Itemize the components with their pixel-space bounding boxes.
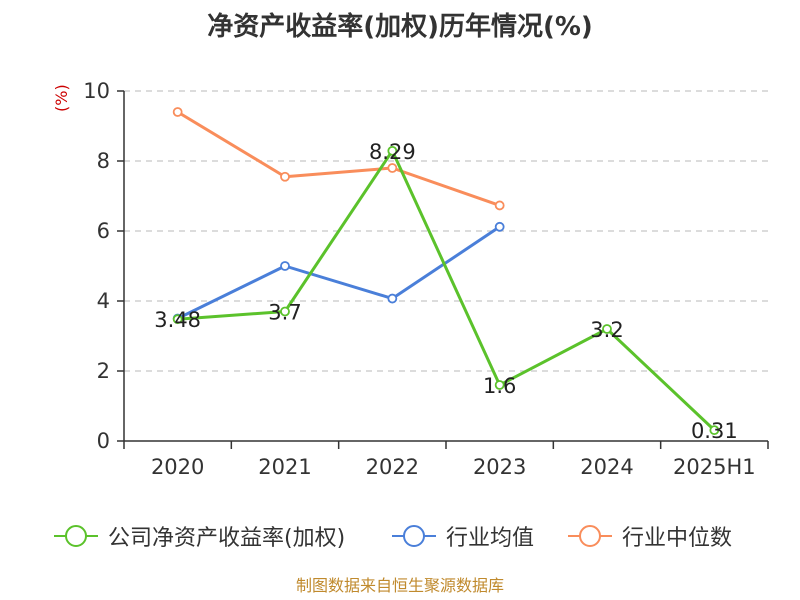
series-line-0 [177, 149, 716, 432]
legend-company-marker [65, 525, 87, 547]
series-point-1 [387, 293, 398, 304]
series-point-0 [280, 306, 290, 317]
legend-industry-avg-marker [403, 525, 425, 547]
x-tick-label: 2024 [580, 455, 633, 479]
legend-industry-median-label: 行业中位数 [622, 526, 733, 551]
data-label: 1.6 [483, 374, 516, 398]
legend-industry-avg-swatch-icon [392, 525, 436, 547]
legend-item-company[interactable]: 公司净资产收益率(加权) [54, 520, 345, 552]
data-label: 8.29 [369, 140, 416, 164]
y-tick-label: 10 [83, 79, 110, 103]
series-point-0 [172, 314, 183, 325]
data-label: 3.2 [590, 318, 623, 342]
legend-item-industry-avg[interactable]: 行业均值 [392, 520, 534, 552]
data-label: 0.31 [691, 419, 738, 443]
y-tick-label: 8 [97, 149, 110, 173]
chart-legend: 公司净资产收益率(加权) 行业均值 行业中位数 [0, 520, 800, 556]
series-point-2 [172, 107, 183, 117]
legend-company-label: 公司净资产收益率(加权) [108, 526, 346, 551]
legend-item-industry-median[interactable]: 行业中位数 [568, 520, 732, 552]
series-point-2 [280, 171, 290, 182]
chart-title: 净资产收益率(加权)历年情况(%) [207, 12, 593, 42]
series-point-1 [280, 261, 290, 271]
series-point-2 [387, 163, 398, 173]
x-tick-label: 2021 [258, 455, 311, 479]
x-tick-label: 2023 [473, 455, 526, 479]
series-line-2 [176, 110, 501, 207]
series-point-2 [494, 200, 505, 211]
series-point-1 [494, 221, 505, 232]
x-tick-label: 2020 [151, 455, 204, 479]
x-tick-label: 2025H1 [673, 455, 756, 479]
y-tick-label: 2 [97, 359, 110, 383]
series-point-0 [709, 425, 720, 436]
legend-industry-median-marker [579, 525, 601, 547]
y-tick-label: 0 [97, 429, 110, 453]
data-label: 3.7 [268, 301, 301, 325]
x-tick-label: 2022 [366, 455, 419, 479]
series-point-0 [387, 145, 398, 156]
series-point-0 [494, 380, 505, 390]
data-source-footer: 制图数据来自恒生聚源数据库 [295, 576, 504, 595]
legend-industry-median-swatch-icon [568, 525, 612, 547]
series-line-1 [177, 225, 501, 320]
legend-company-swatch-icon [54, 525, 98, 547]
y-tick-label: 6 [97, 219, 110, 243]
data-label: 3.48 [154, 308, 201, 332]
series-point-0 [602, 324, 612, 334]
y-tick-label: 4 [97, 289, 110, 313]
legend-industry-avg-label: 行业均值 [446, 526, 535, 551]
